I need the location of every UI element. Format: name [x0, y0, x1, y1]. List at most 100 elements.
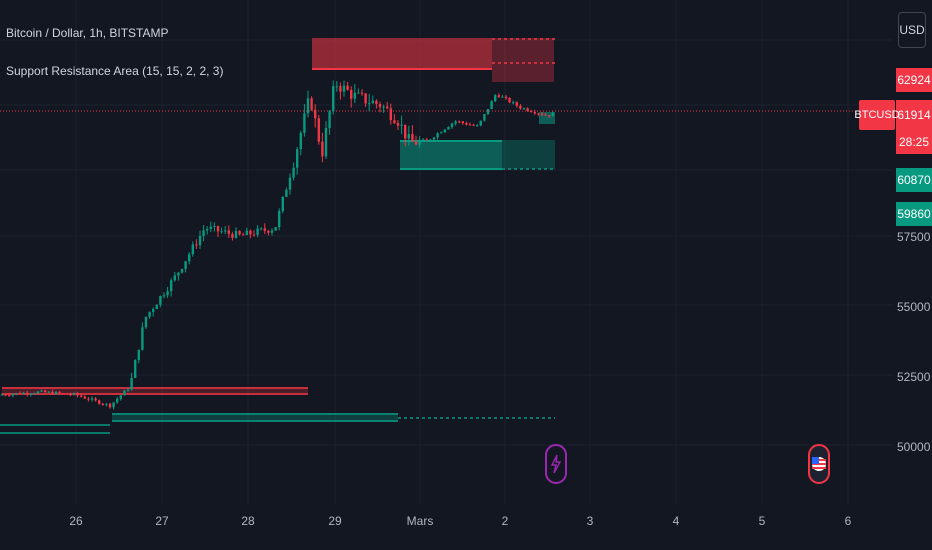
- time-label: 27: [155, 514, 169, 528]
- candle: [400, 124, 403, 126]
- candle: [267, 230, 270, 233]
- candle: [69, 394, 72, 396]
- candle: [494, 95, 497, 102]
- candle: [551, 112, 554, 117]
- candle: [432, 137, 436, 140]
- candle: [299, 132, 302, 150]
- candle: [166, 291, 169, 296]
- candle: [209, 226, 212, 229]
- candle: [479, 120, 482, 126]
- old-resistance-zone: [2, 387, 308, 395]
- candle: [364, 93, 367, 104]
- candle: [155, 304, 158, 310]
- candle: [285, 189, 288, 197]
- candle: [508, 97, 511, 103]
- candle: [321, 141, 324, 157]
- time-label: 26: [69, 514, 83, 528]
- time-label: 2: [501, 514, 509, 528]
- candle: [504, 96, 508, 98]
- symbol-tag: BTCUSD: [854, 100, 900, 130]
- candle: [407, 133, 410, 139]
- candle: [108, 403, 112, 408]
- candle: [227, 230, 230, 234]
- candle: [80, 395, 83, 397]
- indicator-legend[interactable]: Support Resistance Area (15, 15, 2, 2, 3…: [6, 64, 224, 78]
- time-label: Mars: [406, 514, 434, 528]
- support-zone: [400, 140, 502, 170]
- candle: [76, 393, 79, 396]
- time-label: 29: [328, 514, 342, 528]
- candle: [530, 110, 533, 113]
- candle: [411, 133, 414, 142]
- price-tag: 60870: [896, 168, 932, 192]
- candle: [537, 113, 540, 115]
- candle: [314, 109, 317, 119]
- candle: [386, 106, 389, 109]
- time-label: 6: [844, 514, 852, 528]
- time-label: 5: [758, 514, 766, 528]
- candle: [526, 108, 529, 111]
- candle: [274, 227, 277, 231]
- candle: [522, 108, 526, 110]
- candle: [454, 121, 457, 124]
- time-label: 4: [672, 514, 680, 528]
- support-band: [112, 413, 398, 422]
- candle: [152, 309, 155, 312]
- price-label: 55000: [897, 300, 931, 314]
- time-label: 28: [241, 514, 255, 528]
- candle: [425, 139, 428, 141]
- candle: [476, 125, 479, 127]
- resistance-zone: [312, 38, 492, 68]
- candle: [501, 96, 504, 98]
- price-label: 52500: [897, 370, 931, 384]
- candle: [51, 391, 54, 395]
- candle: [0, 394, 4, 396]
- candle: [533, 112, 536, 114]
- candle: [116, 398, 119, 403]
- candle: [188, 254, 191, 262]
- candle: [346, 85, 349, 90]
- candle: [191, 244, 194, 255]
- candle: [260, 228, 263, 230]
- candle: [382, 106, 385, 108]
- candle: [490, 101, 493, 110]
- currency-button[interactable]: USD: [898, 12, 926, 48]
- candle: [177, 272, 180, 276]
- candle: [72, 393, 76, 395]
- candle: [98, 400, 101, 404]
- lightning-icon[interactable]: [545, 444, 567, 484]
- price-tag: 59860: [896, 202, 932, 226]
- candle: [440, 132, 443, 134]
- candle: [324, 128, 328, 157]
- chart-title[interactable]: Bitcoin / Dollar, 1h, BITSTAMP: [6, 26, 169, 40]
- candle: [389, 108, 392, 121]
- candle: [252, 234, 256, 236]
- candle: [263, 228, 266, 231]
- candle: [144, 316, 148, 328]
- candle: [468, 124, 472, 126]
- support-mini-zone: [539, 112, 555, 124]
- candle: [422, 139, 425, 141]
- candle: [101, 403, 104, 405]
- candle: [47, 391, 50, 393]
- candle: [256, 228, 259, 235]
- candle: [119, 395, 122, 399]
- candle: [443, 129, 446, 133]
- candle: [360, 92, 364, 94]
- candle: [339, 86, 342, 92]
- candle: [292, 167, 295, 178]
- candle: [540, 113, 544, 115]
- candle: [44, 390, 47, 393]
- candle: [303, 113, 306, 133]
- candle: [332, 86, 335, 112]
- us-flag-icon[interactable]: [808, 444, 830, 484]
- candle: [418, 139, 421, 145]
- candle: [94, 398, 97, 401]
- candle: [393, 120, 396, 124]
- candle: [436, 133, 439, 138]
- candle: [350, 89, 353, 99]
- candle: [353, 92, 356, 99]
- candle: [18, 393, 22, 395]
- candle: [123, 390, 126, 396]
